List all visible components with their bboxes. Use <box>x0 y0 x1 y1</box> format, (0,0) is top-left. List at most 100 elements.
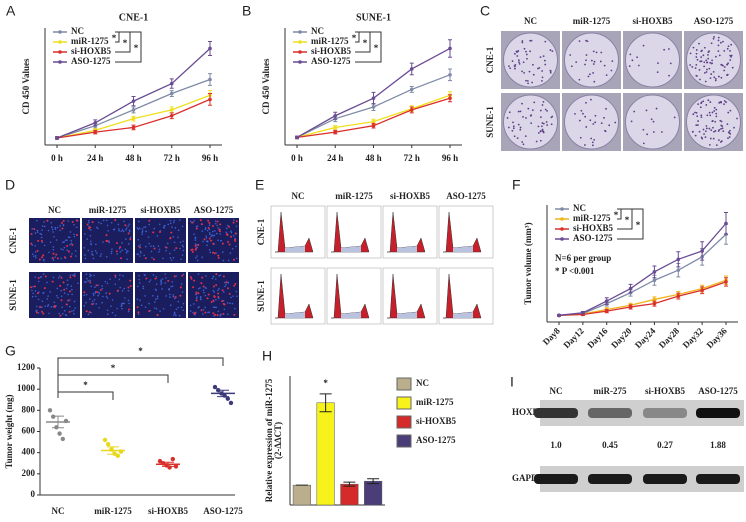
nucleus <box>196 255 198 257</box>
nucleus <box>70 242 73 245</box>
nucleus <box>31 253 34 255</box>
nucleus <box>144 295 146 297</box>
error-bar <box>319 393 332 413</box>
nucleus <box>35 256 37 259</box>
nucleus <box>182 273 185 276</box>
nucleus <box>150 250 153 253</box>
point <box>700 249 704 253</box>
edu-cell <box>67 250 70 253</box>
nucleus <box>73 224 75 226</box>
column-header: NC <box>292 191 305 201</box>
nucleus <box>166 242 169 245</box>
nucleus <box>70 285 73 287</box>
nucleus <box>73 312 75 315</box>
nucleus <box>122 302 124 305</box>
edu-cell <box>193 279 196 282</box>
nucleus <box>40 276 43 278</box>
edu-cell <box>40 310 43 313</box>
legend-marker <box>560 237 564 241</box>
colony <box>521 102 523 105</box>
edu-cell <box>217 254 220 257</box>
colony <box>578 78 581 81</box>
nucleus <box>195 297 198 300</box>
edu-cell <box>174 296 177 299</box>
point <box>628 305 633 309</box>
edu-cell <box>203 238 206 241</box>
edu-cell <box>89 226 92 229</box>
nucleus <box>227 259 230 262</box>
nucleus <box>155 298 157 301</box>
nucleus <box>43 225 46 228</box>
column-header: miR-275 <box>594 386 627 396</box>
y-tick-label: 0 <box>31 489 36 499</box>
nucleus <box>165 249 167 252</box>
point <box>604 299 609 303</box>
edu-cell <box>218 228 221 231</box>
colony <box>657 62 659 65</box>
nucleus <box>229 252 232 254</box>
point <box>604 309 609 313</box>
colony <box>522 143 525 146</box>
colony <box>717 75 720 78</box>
point <box>131 99 136 103</box>
colony <box>519 110 522 113</box>
nucleus <box>70 239 73 242</box>
nucleus <box>36 231 39 233</box>
colony <box>530 39 533 42</box>
colony <box>711 59 713 62</box>
panel-letter: I <box>510 374 514 390</box>
sem-bar <box>107 446 119 455</box>
colony <box>704 136 707 139</box>
edu-cell <box>165 246 168 249</box>
edu-cell <box>167 279 170 282</box>
colony <box>637 64 640 67</box>
nucleus <box>206 229 209 232</box>
nucleus <box>121 289 124 292</box>
colony <box>642 44 645 47</box>
nucleus <box>111 311 114 314</box>
colony <box>512 127 515 130</box>
edu-cell <box>115 250 118 253</box>
nucleus <box>140 304 143 307</box>
colony <box>544 40 547 43</box>
legend-label: miR-1275 <box>311 36 349 46</box>
colony <box>544 63 547 66</box>
nucleus <box>235 257 238 260</box>
nucleus <box>202 313 204 315</box>
edu-cell <box>169 236 172 239</box>
nucleus <box>74 273 76 275</box>
edu-cell <box>215 283 218 286</box>
nucleus <box>148 242 150 245</box>
legend-label: miR-1275 <box>71 36 109 46</box>
nucleus <box>36 229 39 232</box>
colony <box>541 76 544 79</box>
nucleus <box>121 307 123 310</box>
nucleus <box>102 219 105 222</box>
colony <box>542 122 545 125</box>
nucleus <box>219 233 222 235</box>
edu-cell <box>51 257 54 260</box>
nucleus <box>60 248 62 250</box>
colony <box>599 60 602 63</box>
colony <box>530 114 533 116</box>
significance-mark: * <box>625 215 630 225</box>
nucleus <box>194 237 197 239</box>
colony <box>695 124 698 127</box>
edu-cell <box>44 275 47 278</box>
nucleus <box>32 292 35 295</box>
panel-letter: B <box>242 3 251 19</box>
nucleus <box>105 219 108 222</box>
nucleus <box>167 223 170 226</box>
band-ratio: 1.0 <box>550 440 562 450</box>
edu-cell <box>195 291 198 294</box>
edu-cell <box>61 227 64 230</box>
colony <box>709 114 712 117</box>
edu-cell <box>195 227 198 230</box>
nucleus <box>93 298 96 301</box>
nucleus <box>124 248 127 251</box>
nucleus <box>123 302 125 305</box>
nucleus <box>120 305 123 308</box>
edu-cell <box>69 276 72 279</box>
data-point <box>106 442 111 447</box>
nucleus <box>36 219 38 222</box>
